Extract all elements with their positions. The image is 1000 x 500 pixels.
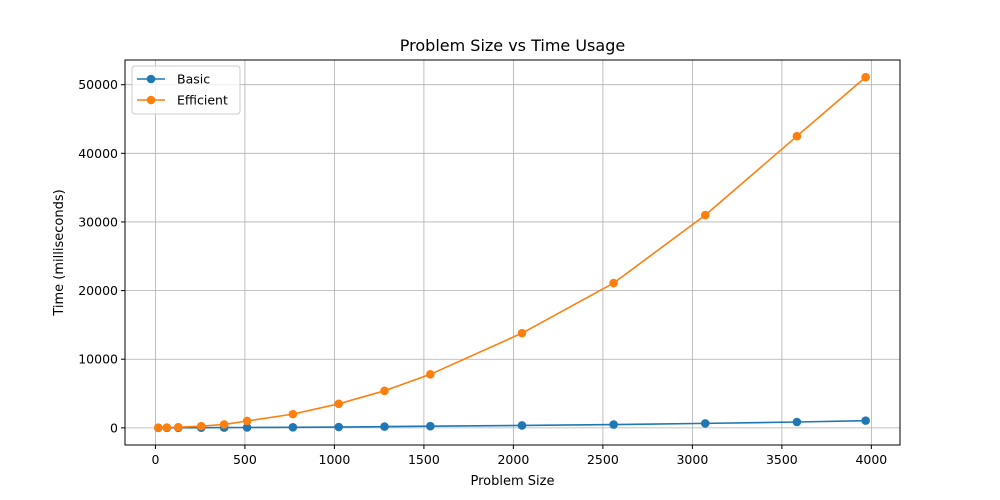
series-layer — [153, 72, 870, 433]
data-point-basic — [700, 419, 710, 428]
x-tick-label: 1500 — [408, 452, 440, 467]
data-point-basic — [517, 421, 527, 430]
data-point-efficient — [517, 328, 527, 338]
x-tick-label: 0 — [151, 452, 159, 467]
legend-item-efficient: Efficient — [137, 93, 228, 108]
x-tick-label: 4000 — [855, 452, 887, 467]
legend-label: Basic — [177, 72, 210, 87]
data-point-efficient — [609, 278, 618, 288]
legend-label: Efficient — [177, 93, 228, 108]
legend-items: Basic Efficient — [137, 72, 228, 108]
x-tick-label: 3000 — [676, 452, 708, 467]
x-tick-label: 3500 — [766, 452, 798, 467]
data-point-efficient — [380, 386, 389, 396]
y-tick-label: 50000 — [78, 77, 118, 92]
y-tick-label: 20000 — [78, 283, 118, 298]
legend-swatch-marker — [146, 74, 156, 84]
data-point-basic — [861, 416, 870, 425]
data-point-efficient — [426, 370, 435, 379]
data-point-basic — [792, 417, 802, 427]
y-tick-label: 10000 — [78, 352, 118, 367]
data-point-efficient — [700, 210, 710, 220]
chart-title: Problem Size vs Time Usage — [400, 36, 625, 55]
grid-lines — [125, 60, 900, 445]
data-point-efficient — [792, 131, 802, 141]
x-axis-label: Problem Size — [471, 474, 555, 489]
data-point-efficient — [219, 420, 229, 429]
x-tick-label: 1000 — [319, 452, 351, 467]
data-point-efficient — [288, 409, 298, 419]
data-point-efficient — [196, 421, 206, 431]
y-axis-label: Time (milliseconds) — [52, 189, 67, 316]
data-point-efficient — [174, 422, 183, 432]
legend-swatch-marker — [146, 95, 156, 105]
legend-box — [131, 65, 241, 115]
plot-frame — [124, 59, 901, 446]
data-point-basic — [426, 421, 435, 431]
data-point-basic — [609, 420, 618, 429]
data-point-basic — [242, 423, 252, 432]
legend: Basic Efficient — [131, 65, 241, 115]
data-point-basic — [288, 422, 298, 432]
series-efficient — [153, 72, 870, 433]
y-tick-label: 30000 — [78, 214, 118, 229]
data-point-basic — [334, 422, 344, 432]
x-tick-label: 2500 — [587, 452, 619, 467]
axis-ticks: 0 500 1000 1500 2000 2500 3000 3500 400001000020… — [78, 77, 887, 467]
data-point-efficient — [153, 423, 163, 433]
x-tick-label: 500 — [233, 452, 257, 467]
x-tick-label: 2000 — [497, 452, 529, 467]
data-point-efficient — [861, 72, 870, 82]
y-tick-label: 0 — [110, 420, 118, 435]
data-point-efficient — [242, 416, 252, 426]
legend-item-basic: Basic — [137, 72, 210, 87]
y-tick-label: 40000 — [78, 146, 118, 161]
data-point-efficient — [334, 399, 344, 409]
data-point-basic — [380, 422, 389, 431]
data-point-efficient — [162, 423, 172, 432]
